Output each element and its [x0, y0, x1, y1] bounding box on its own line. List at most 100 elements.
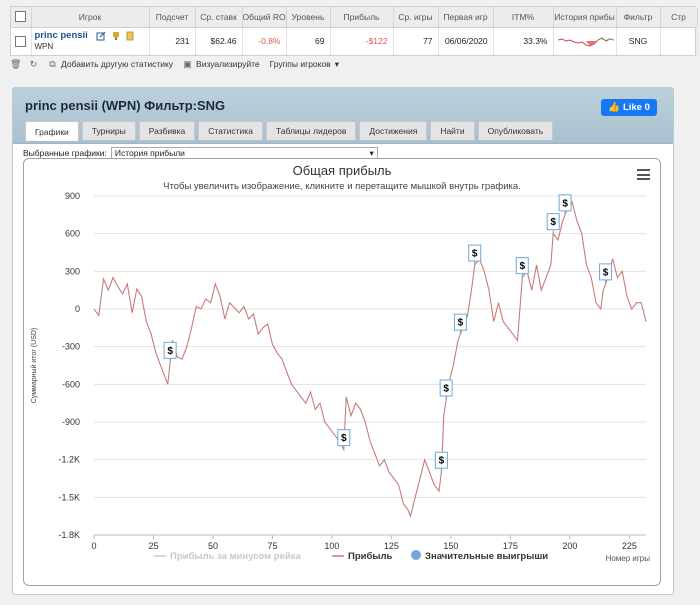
x-tick-label: 175 — [503, 541, 518, 551]
col-header-profit[interactable]: Прибыль — [330, 7, 394, 28]
x-tick-label: 200 — [562, 541, 577, 551]
player-stats-grid: Игрок Подсчет Ср. ставк Общий ROI Уровен… — [10, 6, 698, 56]
chart-title: Общая прибыль — [292, 163, 392, 178]
add-stat-button[interactable]: ⧉ Добавить другую статистику — [48, 59, 173, 69]
tab-leaderboards[interactable]: Таблицы лидеров — [265, 121, 357, 140]
col-header-profit-history[interactable]: История прибы — [553, 7, 617, 28]
dollar-icon: $ — [472, 249, 478, 260]
profit-cell: -$122 — [330, 27, 394, 55]
refresh-icon[interactable]: ↻ — [29, 58, 38, 69]
legend-rake-label: Прибыль за минусом рейка — [170, 551, 301, 562]
dollar-icon: $ — [603, 267, 609, 278]
col-header-first-game[interactable]: Первая игр — [438, 7, 494, 28]
big-win-marker — [439, 379, 453, 397]
row-checkbox[interactable] — [11, 27, 32, 55]
dollar-icon: $ — [167, 346, 173, 357]
tab-statistics[interactable]: Статистика — [198, 121, 263, 140]
chart-container[interactable]: Общая прибыль Чтобы увеличить изображени… — [23, 158, 661, 586]
grid-toolbar: 🗑 ↻ ⧉ Добавить другую статистику ▣ Визуали… — [10, 56, 339, 72]
avg-stake-cell: $62.46 — [195, 27, 243, 55]
col-header-level[interactable]: Уровень — [286, 7, 331, 28]
level-cell: 69 — [286, 27, 331, 55]
panel-title: princ pensii (WPN) Фильтр:SNG — [25, 98, 226, 113]
filter-cell: SNG — [616, 27, 661, 55]
y-tick-label: 0 — [75, 304, 80, 314]
like-label: Like 0 — [622, 102, 650, 113]
legend-bigwin-label: Значительные выигрыши — [425, 551, 548, 562]
y-tick-label: 900 — [65, 191, 80, 201]
y-tick-label: -1.2K — [58, 455, 80, 465]
col-header-itm[interactable]: ITM% — [493, 7, 554, 28]
player-groups-label: Группы игроков — [269, 59, 331, 69]
y-tick-label: 600 — [65, 229, 80, 239]
x-tick-label: 75 — [267, 541, 277, 551]
col-header-count[interactable]: Подсчет — [149, 7, 196, 28]
y-tick-label: -900 — [62, 417, 80, 427]
col-header-player[interactable]: Игрок — [31, 7, 150, 28]
col-header-avg-stake[interactable]: Ср. ставк — [195, 7, 243, 28]
big-win-marker — [163, 341, 177, 359]
count-cell: 231 — [149, 27, 196, 55]
big-win-marker — [546, 213, 560, 231]
dollar-icon: $ — [443, 384, 449, 395]
edit-icon[interactable] — [96, 31, 106, 41]
profit-chart[interactable]: 900 600 300 0 -300 -600 -900 -1.2K -1.5K -1.8K 0 25… — [24, 159, 662, 587]
first-game-cell: 06/06/2020 — [438, 27, 494, 55]
itm-cell: 33.3% — [493, 27, 554, 55]
thumbs-up-icon: 👍 — [608, 102, 620, 113]
panel-tabs: Графики Турниры Разбивка Статистика Табл… — [25, 121, 554, 141]
tab-tournaments[interactable]: Турниры — [81, 121, 136, 140]
avg-games-cell: 77 — [393, 27, 439, 55]
visualize-label: Визуализируйте — [196, 59, 260, 69]
col-header-roi[interactable]: Общий ROI — [242, 7, 287, 28]
x-tick-label: 150 — [443, 541, 458, 551]
big-win-marker — [558, 194, 572, 212]
col-header-page[interactable]: Стр — [660, 7, 698, 28]
visualize-button[interactable]: ▣ Визуализируйте — [183, 59, 260, 69]
dollar-icon: $ — [458, 318, 464, 329]
award-icon[interactable] — [125, 31, 135, 41]
player-network: WPN — [34, 42, 54, 51]
dollar-icon: $ — [562, 198, 568, 209]
col-header-avg-games[interactable]: Ср. игры — [393, 7, 439, 28]
big-win-marker — [468, 244, 482, 262]
panel-header: princ pensii (WPN) Фильтр:SNG 👍 Like 0 Гр… — [13, 88, 673, 144]
player-panel: princ pensii (WPN) Фильтр:SNG 👍 Like 0 Гр… — [12, 87, 674, 595]
tab-charts[interactable]: Графики — [25, 121, 79, 141]
select-all-checkbox[interactable] — [11, 7, 32, 28]
trophy-icon[interactable] — [111, 31, 121, 41]
profit-history-sparkline — [553, 27, 617, 55]
legend-profit-label: Прибыль — [348, 551, 392, 562]
big-win-marker — [337, 429, 351, 447]
table-row: princ pensii WPN 231 $62.46 -0.8% 69 -$1… — [11, 27, 698, 55]
y-tick-label: -1.5K — [58, 492, 80, 502]
x-axis-label: Номер игры — [606, 554, 651, 563]
big-win-marker — [434, 451, 448, 469]
add-stat-label: Добавить другую статистику — [61, 59, 174, 69]
external-link-icon: ⧉ — [49, 58, 56, 69]
player-name-link[interactable]: princ pensii — [34, 30, 88, 41]
tab-breakdown[interactable]: Разбивка — [138, 121, 196, 140]
big-win-marker — [599, 263, 613, 281]
col-header-filter[interactable]: Фильтр — [616, 7, 661, 28]
x-tick-label: 225 — [622, 541, 637, 551]
y-tick-label: -300 — [62, 342, 80, 352]
dollar-icon: $ — [439, 456, 445, 467]
dollar-icon: $ — [519, 261, 525, 272]
y-tick-label: -600 — [62, 379, 80, 389]
hamburger-menu-icon[interactable] — [637, 169, 650, 180]
y-axis-label: Суммарный итог (USD) — [30, 328, 38, 404]
chevron-down-icon: ▾ — [369, 147, 374, 158]
y-tick-label: -1.8K — [58, 530, 80, 540]
page-cell — [660, 27, 698, 55]
caret-down-icon: ▾ — [334, 58, 339, 69]
player-groups-dropdown[interactable]: Группы игроков ▾ — [270, 59, 339, 70]
big-win-marker — [453, 313, 467, 331]
x-tick-label: 50 — [208, 541, 218, 551]
tab-achievements[interactable]: Достижения — [359, 121, 428, 140]
tab-publish[interactable]: Опубликовать — [477, 121, 554, 140]
facebook-like-button[interactable]: 👍 Like 0 — [601, 99, 657, 116]
tab-find[interactable]: Найти — [430, 121, 475, 140]
legend-bigwin-swatch — [411, 550, 421, 560]
trash-icon[interactable]: 🗑 — [10, 58, 22, 69]
